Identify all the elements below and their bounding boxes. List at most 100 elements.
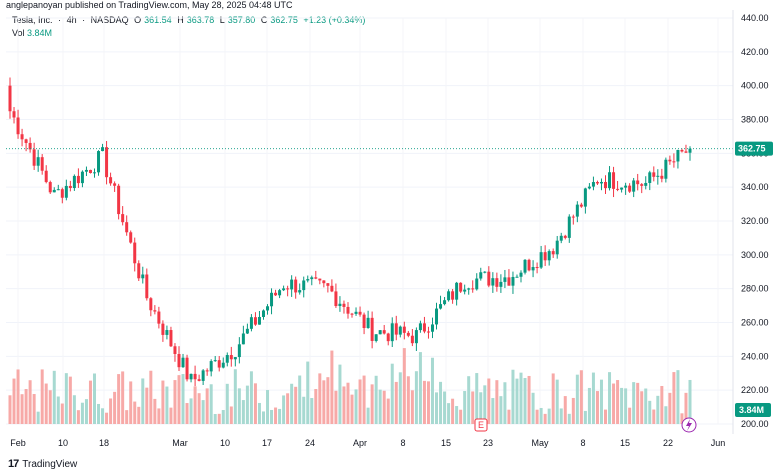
candle-body bbox=[20, 134, 24, 140]
candle-body bbox=[563, 235, 567, 238]
volume-bars bbox=[8, 348, 692, 424]
candle-body bbox=[455, 282, 459, 300]
candle-body bbox=[374, 334, 378, 341]
candle-body bbox=[571, 216, 575, 218]
interval-label[interactable]: 4h bbox=[66, 15, 77, 25]
candle-body bbox=[322, 280, 326, 284]
candle-body bbox=[306, 279, 310, 281]
candle-body bbox=[680, 150, 684, 152]
volume-bar bbox=[113, 391, 117, 424]
volume-bar bbox=[145, 387, 149, 424]
volume-value: 3.84M bbox=[27, 28, 53, 38]
candle-body bbox=[451, 291, 455, 300]
volume-bar bbox=[422, 380, 426, 424]
candle-body bbox=[314, 277, 318, 279]
high-value: 363.78 bbox=[186, 15, 215, 25]
candle-body bbox=[567, 216, 571, 238]
volume-bar bbox=[149, 370, 153, 424]
volume-bar bbox=[644, 388, 648, 424]
volume-bar bbox=[294, 386, 298, 424]
volume-bar bbox=[322, 380, 326, 424]
volume-bar bbox=[632, 382, 636, 424]
price-tick-label: 300.00 bbox=[741, 250, 769, 260]
candle-body bbox=[535, 267, 539, 269]
volume-bar bbox=[507, 409, 511, 424]
volume-bar bbox=[60, 403, 64, 424]
volume-bar bbox=[213, 413, 217, 424]
volume-bar bbox=[261, 411, 265, 424]
volume-bar bbox=[519, 372, 523, 424]
candle-body bbox=[555, 240, 559, 255]
time-tick-label: 18 bbox=[99, 438, 109, 448]
volume-bar bbox=[278, 408, 282, 424]
volume-bar bbox=[366, 407, 370, 424]
volume-bar bbox=[109, 398, 113, 424]
volume-bar bbox=[430, 357, 434, 424]
volume-bar bbox=[567, 413, 571, 424]
volume-bar bbox=[648, 400, 652, 424]
volume-bar bbox=[439, 381, 443, 424]
volume-bar bbox=[672, 372, 676, 424]
candle-body bbox=[507, 277, 511, 286]
volume-bar bbox=[370, 384, 374, 424]
volume-bar bbox=[459, 409, 463, 424]
candle-body bbox=[644, 182, 648, 186]
volume-bar bbox=[101, 408, 105, 424]
candle-body bbox=[257, 316, 261, 325]
candle-body bbox=[551, 251, 555, 255]
time-tick-label: 17 bbox=[262, 438, 272, 448]
candle-body bbox=[60, 189, 64, 198]
volume-bar bbox=[68, 376, 72, 424]
volume-bar bbox=[571, 397, 575, 424]
candle-body bbox=[350, 313, 354, 315]
volume-bar bbox=[688, 379, 692, 424]
volume-bar bbox=[559, 408, 563, 424]
volume-bar bbox=[418, 352, 422, 424]
volume-bar bbox=[535, 409, 539, 424]
candle-body bbox=[443, 300, 447, 305]
candle-body bbox=[640, 184, 644, 186]
candle-body bbox=[366, 317, 370, 329]
time-tick-label: 15 bbox=[620, 438, 630, 448]
volume-bar bbox=[640, 391, 644, 424]
candle-body bbox=[334, 291, 338, 307]
candle-body bbox=[201, 370, 205, 381]
candle-body bbox=[165, 330, 169, 335]
symbol-name[interactable]: Tesla, Inc. bbox=[12, 15, 53, 25]
volume-bar bbox=[36, 411, 40, 424]
candle-body bbox=[205, 370, 209, 372]
candle-body bbox=[418, 323, 422, 331]
candle-body bbox=[543, 252, 547, 261]
volume-bar bbox=[624, 388, 628, 424]
candle-body bbox=[48, 182, 52, 193]
volume-badge-value: 3.84M bbox=[739, 405, 764, 415]
candle-body bbox=[386, 333, 390, 342]
candle-body bbox=[225, 355, 229, 363]
volume-bar bbox=[491, 398, 495, 424]
volume-bar bbox=[583, 410, 587, 424]
candle-body bbox=[523, 259, 527, 273]
volume-bar bbox=[527, 375, 531, 424]
footer-brand[interactable]: TradingView bbox=[22, 458, 78, 470]
candle-body bbox=[447, 291, 451, 301]
volume-bar bbox=[177, 375, 181, 424]
price-tick-label: 420.00 bbox=[741, 47, 769, 57]
volume-bar bbox=[217, 413, 221, 424]
candle-body bbox=[137, 263, 141, 279]
candle-body bbox=[153, 310, 157, 312]
volume-bar bbox=[406, 376, 410, 424]
volume-bar bbox=[487, 378, 491, 424]
candle-body bbox=[608, 172, 612, 189]
volume-bar bbox=[362, 375, 366, 424]
volume-bar bbox=[310, 398, 314, 424]
volume-bar bbox=[125, 410, 129, 424]
volume-bar bbox=[8, 395, 12, 424]
candle-body bbox=[398, 326, 402, 335]
candle-body bbox=[426, 331, 430, 333]
candle-body bbox=[676, 150, 680, 162]
volume-bar bbox=[266, 390, 270, 424]
candle-body bbox=[338, 303, 342, 307]
volume-bar bbox=[346, 382, 350, 424]
volume-bar bbox=[354, 389, 358, 424]
